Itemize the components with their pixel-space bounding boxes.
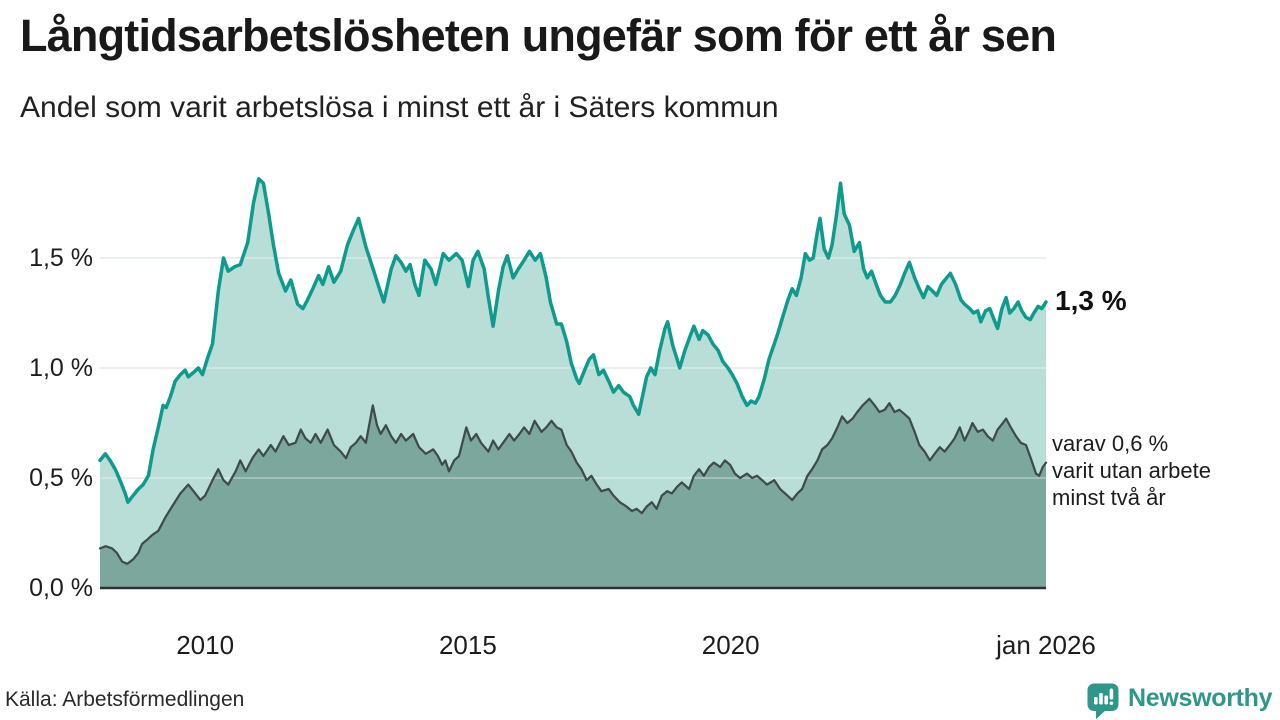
- y-tick-label: 0,0 %: [29, 574, 93, 602]
- x-tick-label: jan 2026: [996, 630, 1096, 660]
- y-tick-label: 1,0 %: [29, 354, 93, 382]
- y-tick-label: 1,5 %: [29, 244, 93, 272]
- latest-value-label: 1,3 %: [1055, 285, 1127, 316]
- unemployment-area-chart: [98, 177, 1048, 590]
- newsworthy-logo: Newsworthy: [1086, 682, 1273, 720]
- x-tick-label: 2020: [701, 630, 760, 660]
- newsworthy-wordmark: Newsworthy: [1128, 683, 1273, 712]
- x-tick-label: 2015: [438, 630, 497, 660]
- series-line-minst-ett-ar: [98, 177, 1048, 504]
- subset-note-line: minst två år: [1052, 485, 1166, 510]
- subset-note-label: varav 0,6 % varit utan arbete minst två …: [1052, 430, 1211, 511]
- source-credit: Källa: Arbetsförmedlingen: [5, 688, 245, 711]
- subset-note-line: varit utan arbete: [1052, 458, 1211, 483]
- area-fill-minst-tva-ar: [100, 398, 1046, 588]
- subset-note-line: varav 0,6 %: [1052, 431, 1169, 456]
- x-tick-label: 2010: [176, 630, 235, 660]
- page-subtitle: Andel som varit arbetslösa i minst ett å…: [20, 91, 779, 124]
- series-line-minst-tva-ar: [98, 397, 1048, 565]
- y-tick-label: 0,5 %: [29, 464, 93, 492]
- newsworthy-logo-icon: [1087, 683, 1119, 719]
- page-title: Långtidsarbetslösheten ungefär som för e…: [20, 10, 1057, 61]
